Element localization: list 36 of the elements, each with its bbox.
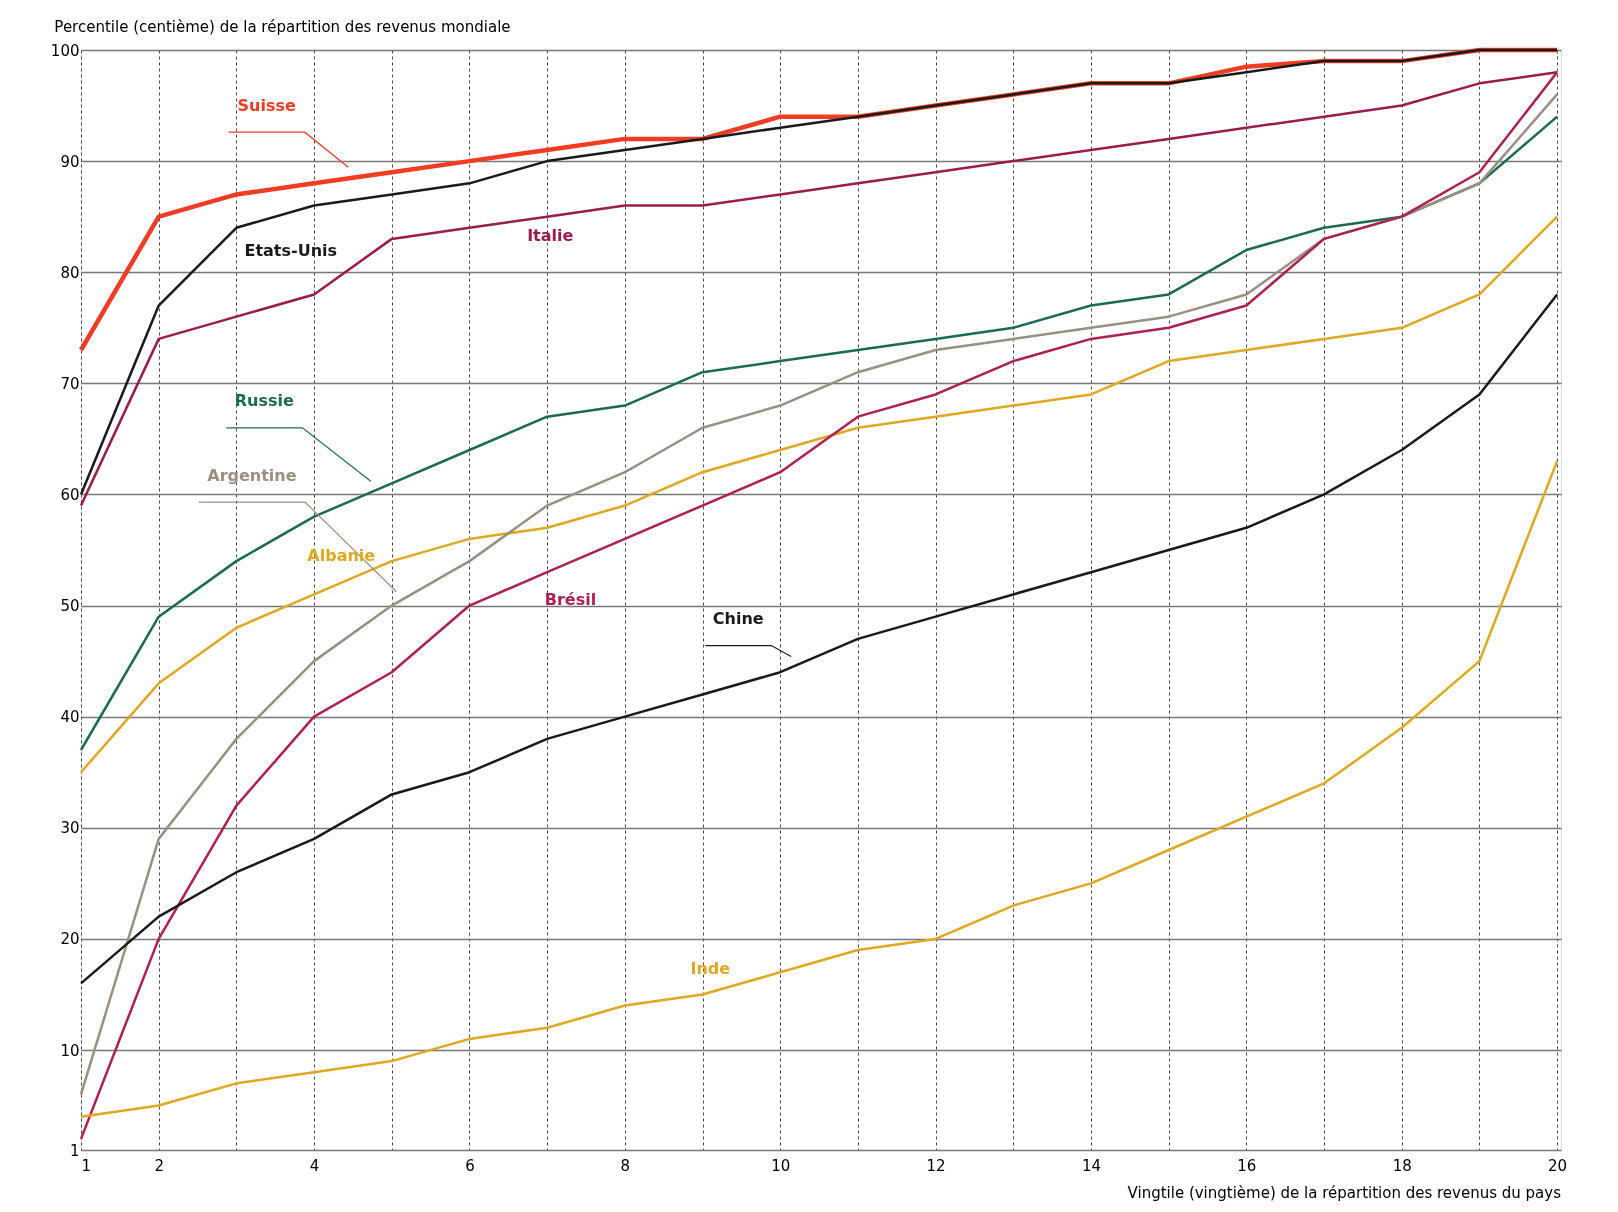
x-tick-label: 4 xyxy=(309,1156,320,1175)
line-series xyxy=(79,459,1559,1118)
x-tick-label: 1 xyxy=(81,1156,92,1175)
x-tick-label: 14 xyxy=(1081,1156,1102,1175)
y-axis-title: Percentile (centième) de la répartition des revenus mondiale xyxy=(54,18,511,36)
y-tick-label: 70 xyxy=(60,374,80,393)
text: Chine xyxy=(712,608,764,628)
x-tick-label: 12 xyxy=(926,1156,946,1175)
y-tick-label: 10 xyxy=(60,1041,80,1060)
text: Suisse xyxy=(237,95,296,115)
y-tick-label: 40 xyxy=(60,708,80,727)
x-tick-label: 6 xyxy=(465,1156,475,1175)
x-tick-label: 8 xyxy=(620,1156,631,1175)
x-tick-label: 18 xyxy=(1392,1156,1412,1175)
text: Russie xyxy=(234,391,295,411)
line-series xyxy=(79,115,1559,752)
x-tick-label: 16 xyxy=(1237,1156,1257,1175)
y-tick-label: 20 xyxy=(60,930,80,949)
x-tick-label: 10 xyxy=(771,1156,791,1175)
series-label: Inde xyxy=(690,958,731,978)
x-tick-label: 20 xyxy=(1548,1156,1568,1175)
text: Argentine xyxy=(207,465,297,485)
y-tick-label: 1 xyxy=(69,1141,80,1160)
y-tick-label: 80 xyxy=(60,263,80,282)
y-tick-label: 100 xyxy=(50,41,80,60)
series-label: Etats-Unis xyxy=(244,241,338,261)
x-axis-title: Vingtile (vingtième) de la répartition des revenus du pays xyxy=(1127,1184,1562,1202)
line-series xyxy=(79,293,1559,985)
y-tick-label: 30 xyxy=(60,819,80,838)
x-tick-label: 2 xyxy=(154,1156,164,1175)
line-series xyxy=(79,215,1559,774)
y-tick-label: 60 xyxy=(60,485,80,504)
series-label: Brésil xyxy=(544,590,597,609)
y-tick-label: 50 xyxy=(60,597,80,616)
y-tick-label: 90 xyxy=(60,152,80,171)
series-label: Italie xyxy=(527,225,574,245)
